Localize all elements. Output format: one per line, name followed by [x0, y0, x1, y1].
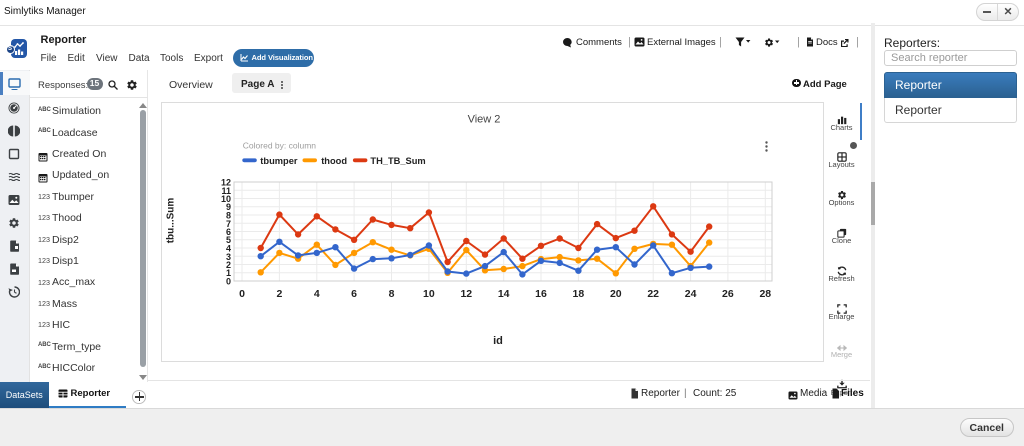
svg-text:26: 26 [722, 288, 734, 300]
svg-text:18: 18 [573, 288, 585, 300]
svg-text:1: 1 [226, 268, 231, 278]
svg-text:10: 10 [423, 288, 435, 300]
svg-text:4: 4 [314, 288, 320, 300]
svg-text:TH_TB_Sum: TH_TB_Sum [370, 156, 425, 166]
svg-text:thood: thood [321, 156, 347, 166]
svg-text:16: 16 [535, 288, 547, 300]
svg-text:6: 6 [351, 288, 357, 300]
svg-text:tbumper: tbumper [260, 156, 298, 166]
svg-text:8: 8 [226, 211, 231, 221]
svg-text:6: 6 [226, 227, 231, 237]
svg-text:0: 0 [239, 288, 245, 300]
svg-text:3: 3 [226, 252, 231, 262]
svg-text:7: 7 [226, 219, 231, 229]
svg-text:tbu...Sum: tbu...Sum [166, 198, 177, 244]
svg-text:0: 0 [226, 277, 231, 287]
svg-text:20: 20 [610, 288, 622, 300]
svg-text:22: 22 [647, 288, 659, 300]
svg-text:4: 4 [226, 244, 231, 254]
svg-text:View 2: View 2 [468, 114, 501, 126]
svg-text:10: 10 [221, 194, 231, 204]
svg-text:id: id [493, 335, 503, 347]
svg-text:12: 12 [460, 288, 472, 300]
svg-text:28: 28 [759, 288, 771, 300]
svg-text:14: 14 [498, 288, 510, 300]
svg-text:2: 2 [276, 288, 282, 300]
svg-text:11: 11 [221, 186, 231, 196]
svg-text:5: 5 [226, 235, 231, 245]
svg-text:Colored by: column: Colored by: column [243, 141, 317, 151]
svg-text:24: 24 [685, 288, 697, 300]
svg-text:2: 2 [226, 260, 231, 270]
svg-text:12: 12 [221, 178, 231, 188]
svg-text:8: 8 [389, 288, 395, 300]
svg-text:9: 9 [226, 202, 231, 212]
